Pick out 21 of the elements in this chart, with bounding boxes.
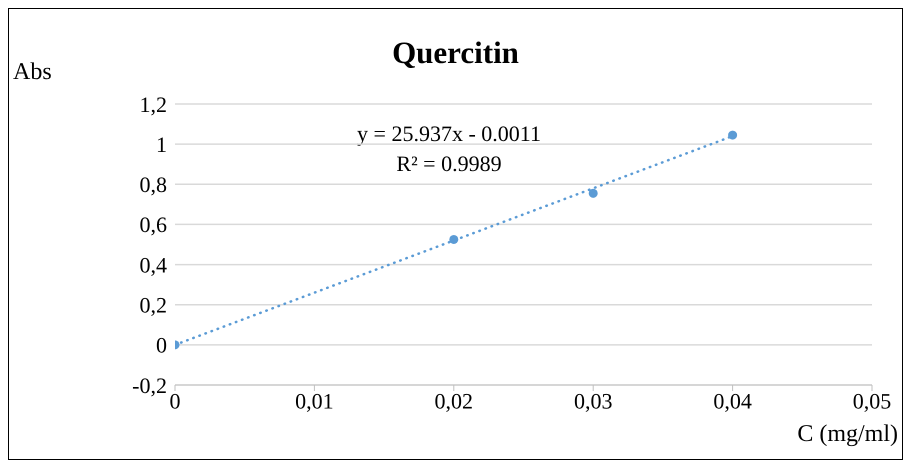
x-tick-label: 0,03 bbox=[574, 388, 612, 414]
y-tick-label: -0,2 bbox=[132, 372, 167, 398]
x-tick-label: 0,01 bbox=[295, 388, 334, 414]
point bbox=[728, 130, 738, 140]
x-tick-label: 0,04 bbox=[713, 388, 752, 414]
chart-title: Quercitin bbox=[392, 35, 519, 70]
y-tick-label: 0,2 bbox=[140, 292, 167, 318]
annotation: R² = 0.9989 bbox=[396, 151, 502, 176]
y-tick-label: 0,4 bbox=[140, 252, 167, 278]
y-tick-label: 0 bbox=[156, 332, 167, 358]
y-tick-label: 0,8 bbox=[140, 172, 167, 198]
point bbox=[449, 234, 458, 244]
y-tick-label: 1 bbox=[156, 132, 167, 157]
x-tick-label: 0,05 bbox=[852, 388, 892, 414]
point bbox=[588, 188, 598, 198]
x-tick-label: 0,02 bbox=[434, 388, 474, 414]
y-tick-label: 0,6 bbox=[140, 212, 167, 238]
annotation: y = 25.937x - 0.0011 bbox=[357, 121, 541, 146]
y-tick-label: 1,2 bbox=[140, 92, 167, 117]
x-axis-title: C (mg/ml) bbox=[797, 421, 898, 448]
y-axis-title: Abs bbox=[13, 59, 52, 86]
